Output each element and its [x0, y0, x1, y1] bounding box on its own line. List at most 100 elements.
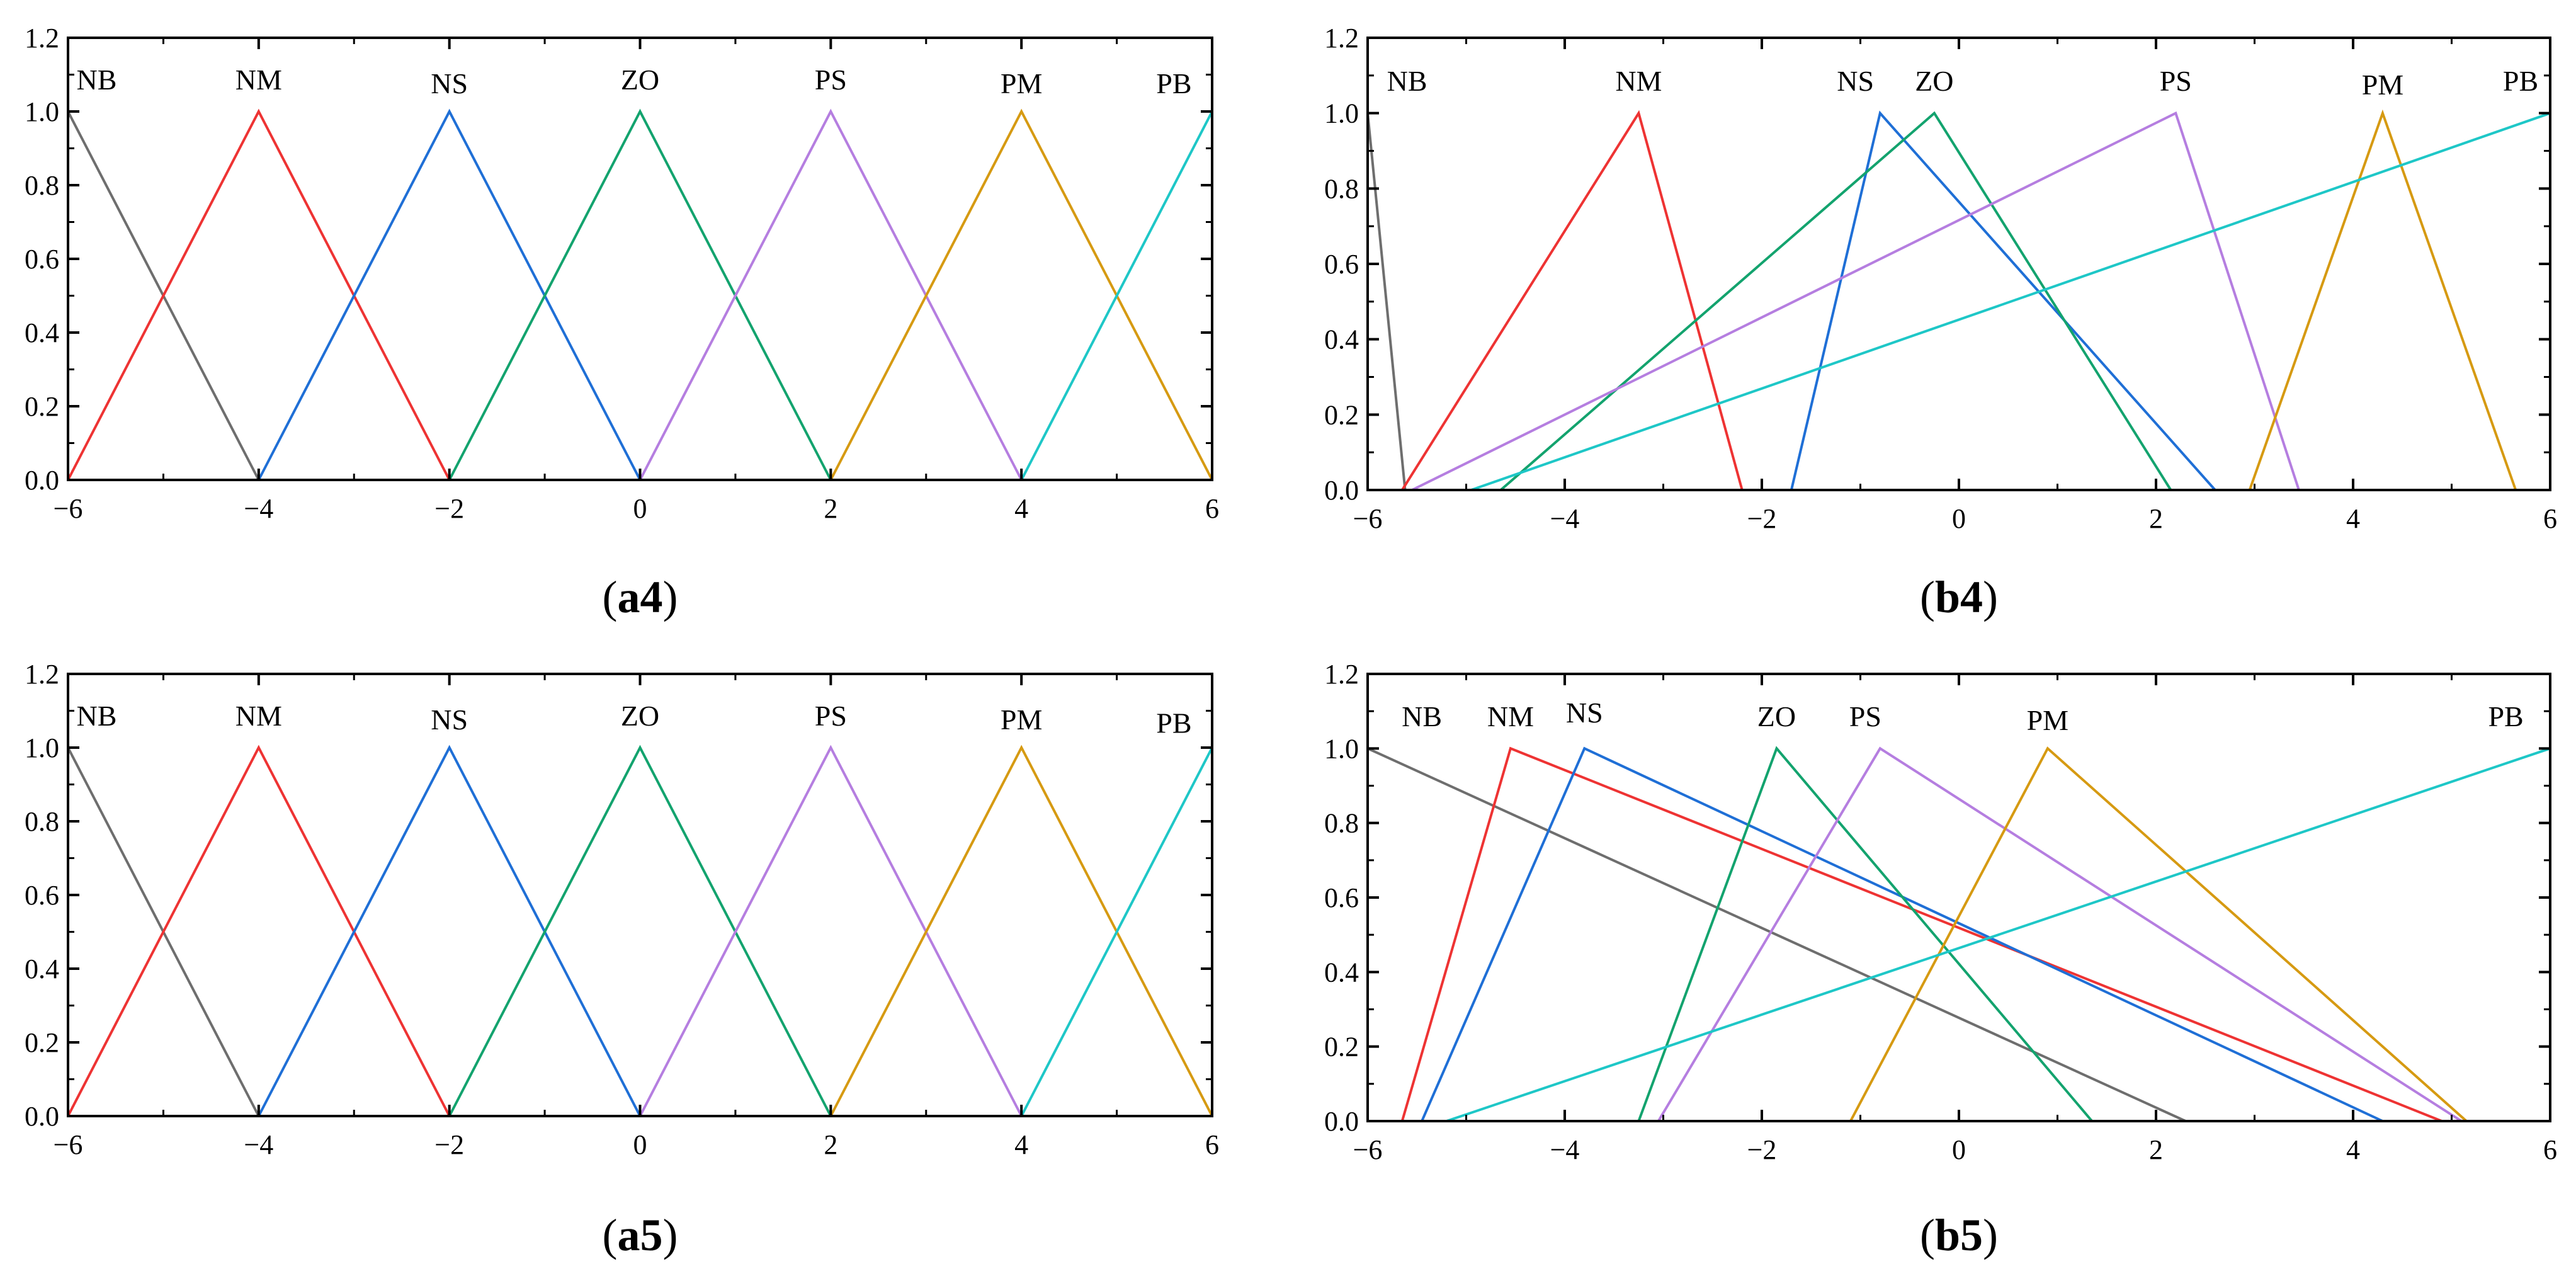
x-tick-label: 0: [633, 493, 647, 524]
y-tick-label: 0.2: [25, 391, 59, 422]
y-tick-label: 0.0: [25, 1101, 59, 1132]
x-tick-label: 6: [2543, 1134, 2557, 1165]
series-line-nb: [1366, 113, 1407, 491]
x-tick-label: 4: [1014, 493, 1028, 524]
series-line-pm: [829, 744, 1213, 1117]
series-line-pm: [1849, 746, 2468, 1122]
chart-b4: −6 −4 −2 0 2 4 6 0.0 0.2 0.4 0.6 0.8 1.0 1.2 NB NM NS ZO P…: [1324, 23, 2557, 622]
y-tick-label: 0.8: [1324, 173, 1359, 204]
set-label-pb: PB: [1156, 707, 1191, 739]
caption-close: ): [1983, 572, 1998, 622]
y-tick-label: 0.4: [1324, 324, 1359, 355]
set-label-pm: PM: [2027, 704, 2068, 736]
y-tick-label: 0.6: [1324, 249, 1359, 280]
series-line-pb: [1020, 747, 1213, 1117]
caption-open: (: [1920, 572, 1935, 622]
y-tick-label: 0.8: [25, 170, 59, 201]
caption-letter: b: [1935, 1210, 1960, 1260]
set-label-zo: ZO: [621, 64, 659, 96]
set-label-nm: NM: [235, 64, 282, 96]
set-label-nm: NM: [1487, 700, 1534, 732]
series-line-nb: [1367, 747, 2186, 1122]
plot-frame: [1366, 673, 2551, 1122]
series-line-ns: [1421, 746, 2383, 1122]
series-line-nm: [1401, 110, 1744, 491]
set-label-ps: PS: [2160, 65, 2192, 97]
series-line-pb: [1470, 111, 2551, 491]
caption-open: (: [603, 572, 618, 622]
set-label-zo: ZO: [1915, 65, 1953, 97]
y-tick-label: 0.6: [1324, 882, 1359, 913]
x-tick-label: 0: [1952, 503, 1966, 534]
caption-number: 5: [640, 1210, 663, 1260]
x-tick-label: 6: [2543, 503, 2557, 534]
y-tick-label: 1.0: [1324, 98, 1359, 129]
caption-close: ): [663, 572, 678, 622]
set-label-ns: NS: [1566, 697, 1603, 729]
x-tick-label: −4: [1550, 503, 1580, 534]
x-tick-label: −2: [434, 1129, 464, 1160]
series-line-ps: [638, 108, 1023, 481]
caption-number: 5: [1960, 1210, 1983, 1260]
set-label-ps: PS: [1849, 700, 1881, 732]
x-tick-label: −6: [54, 1129, 83, 1160]
series-line-pm: [829, 108, 1213, 481]
set-label-nm: NM: [1615, 65, 1662, 97]
set-label-pm: PM: [1001, 704, 1042, 736]
x-tick-label: −2: [434, 493, 464, 524]
y-tick-label: 0.2: [1324, 1032, 1359, 1063]
y-tick-label: 0.8: [1324, 808, 1359, 839]
x-tick-label: 4: [2346, 503, 2360, 534]
plot-frame: [67, 673, 1213, 1117]
x-tick-label: 2: [824, 493, 837, 524]
y-tick-label: 0.0: [25, 465, 59, 496]
y-tick-label: 1.0: [1324, 733, 1359, 764]
y-tick-label: 0.0: [1324, 1106, 1359, 1137]
series-line-ns: [258, 744, 642, 1117]
series-line-zo: [1637, 746, 2093, 1122]
x-tick-label: 2: [2149, 503, 2163, 534]
x-tick-label: 6: [1205, 493, 1219, 524]
panel-caption: (a5): [603, 1210, 678, 1260]
y-tick-label: 0.2: [25, 1027, 59, 1058]
caption-number: 4: [1960, 572, 1983, 622]
caption-close: ): [1983, 1210, 1998, 1260]
y-tick-label: 0.4: [25, 954, 59, 984]
series-line-nm: [67, 744, 451, 1117]
x-tick-label: −6: [54, 493, 83, 524]
caption-letter: a: [618, 572, 640, 622]
chart-b5: −6 −4 −2 0 2 4 6 0.0 0.2 0.4 0.6 0.8 1.0 1.2 NB NM NS ZO P…: [1324, 659, 2557, 1260]
x-tick-label: 0: [633, 1129, 647, 1160]
y-tick-label: 1.2: [1324, 23, 1359, 54]
x-tick-label: 2: [2149, 1134, 2163, 1165]
x-tick-label: −2: [1747, 503, 1777, 534]
series-line-pm: [2248, 109, 2517, 491]
y-tick-label: 0.6: [25, 244, 59, 275]
series-line-ps: [1657, 746, 2463, 1122]
caption-letter: b: [1935, 572, 1960, 622]
series-line-zo: [448, 744, 832, 1117]
x-tick-label: 4: [1014, 1129, 1028, 1160]
series-line-nm: [1400, 746, 2443, 1122]
x-tick-label: 4: [2346, 1134, 2360, 1165]
y-tick-label: 0.4: [25, 317, 59, 348]
set-label-pm: PM: [2362, 69, 2403, 101]
set-label-nb: NB: [76, 700, 116, 732]
caption-number: 4: [640, 572, 663, 622]
y-tick-label: 1.0: [25, 96, 59, 127]
panel-caption: (a4): [603, 572, 678, 622]
x-tick-label: 0: [1952, 1134, 1966, 1165]
set-label-nb: NB: [76, 64, 116, 96]
set-label-ns: NS: [1837, 65, 1874, 97]
y-tick-label: 1.2: [25, 23, 59, 54]
x-tick-label: 2: [824, 1129, 837, 1160]
y-tick-label: 0.0: [1324, 475, 1359, 506]
series-line-pb: [1020, 111, 1213, 481]
series-line-ns: [258, 108, 642, 481]
chart-a5: −6 −4 −2 0 2 4 6 0.0 0.2 0.4 0.6 0.8 1.0 1.2 NB NM NS ZO P…: [25, 659, 1219, 1260]
x-tick-label: −4: [244, 493, 273, 524]
set-label-zo: ZO: [621, 700, 659, 732]
set-label-pb: PB: [2503, 65, 2538, 97]
x-tick-label: −2: [1747, 1134, 1777, 1165]
